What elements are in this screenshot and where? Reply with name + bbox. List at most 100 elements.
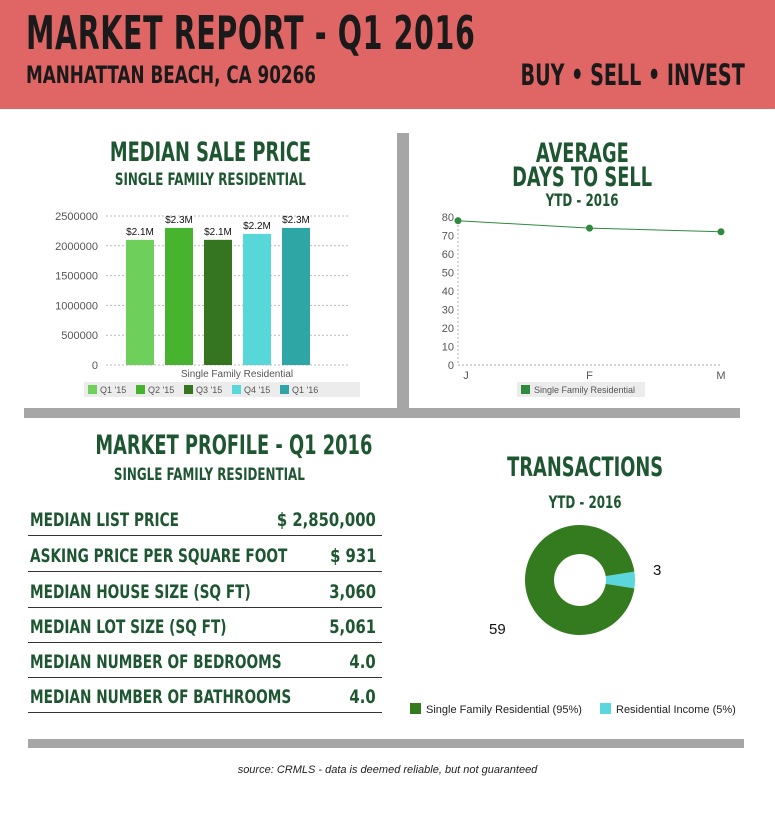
- divider-bottom: [28, 739, 744, 748]
- line-point: [717, 228, 725, 236]
- legend-label: Q1 '16: [292, 385, 318, 395]
- bar-data-label: $2.1M: [126, 227, 154, 238]
- line-y-tick-label: 50: [442, 268, 454, 280]
- line-y-tick-label: 70: [442, 231, 454, 243]
- profile-row-label: MEDIAN NUMBER OF BATHROOMS: [30, 686, 292, 708]
- profile-row-value: $ 931: [329, 545, 376, 567]
- profile-row: MEDIAN HOUSE SIZE (SQ FT) 3,060: [28, 573, 382, 608]
- donut-label: 3: [653, 562, 661, 579]
- bar-data-label: $2.3M: [282, 215, 310, 226]
- legend-swatch: [232, 385, 241, 394]
- bar-legend-box: [84, 382, 360, 397]
- bar-data-label: $2.3M: [165, 215, 193, 226]
- legend-swatch: [521, 385, 530, 394]
- days-subheading: YTD - 2016: [420, 191, 745, 211]
- profile-row-value: 4.0: [349, 686, 376, 708]
- divider-vertical: [397, 133, 409, 410]
- source-note: source: CRMLS - data is deemed reliable,…: [237, 764, 538, 776]
- legend-swatch: [410, 703, 421, 714]
- bar-y-tick-label: 1500000: [55, 271, 98, 283]
- bar: [282, 227, 310, 365]
- legend-label: Single Family Residential (95%): [426, 704, 582, 716]
- days-heading-2: DAYS TO SELL: [420, 162, 745, 193]
- bar-y-tick-label: 500000: [61, 330, 98, 342]
- sale-price-subtitle: SINGLE FAMILY RESIDENTIAL: [114, 170, 306, 190]
- line-y-tick-label: 40: [442, 286, 454, 298]
- bar: [165, 227, 193, 365]
- line-legend-box: [517, 382, 645, 397]
- days-title-line1: AVERAGE: [536, 138, 629, 169]
- bar-x-axis-label: Single Family Residential: [181, 369, 293, 380]
- profile-row-value: $ 2,850,000: [277, 509, 376, 531]
- profile-row-label: MEDIAN NUMBER OF BEDROOMS: [30, 651, 282, 673]
- profile-row: MEDIAN LOT SIZE (SQ FT) 5,061: [28, 608, 382, 643]
- sale-price-heading: MEDIAN SALE PRICE: [40, 137, 380, 168]
- bar: [204, 239, 232, 365]
- line-point: [586, 224, 593, 232]
- legend-label: Single Family Residential: [534, 385, 635, 395]
- bar-y-tick-label: 2500000: [55, 211, 98, 223]
- line-y-tick-label: 80: [442, 212, 454, 224]
- donut-label: 59: [489, 621, 506, 638]
- transactions-subheading: YTD - 2016: [420, 493, 750, 513]
- report-location: MANHATTAN BEACH, CA 90266: [26, 61, 316, 89]
- profile-row-value: 5,061: [329, 616, 376, 638]
- profile-row: MEDIAN LIST PRICE $ 2,850,000: [28, 501, 382, 536]
- line-y-tick-label: 30: [442, 305, 454, 317]
- transactions-subtitle: YTD - 2016: [548, 493, 622, 513]
- profile-heading: MARKET PROFILE - Q1 2016: [24, 430, 394, 461]
- header-banner: MARKET REPORT - Q1 2016 MANHATTAN BEACH,…: [0, 0, 775, 109]
- legend-swatch: [280, 385, 289, 394]
- line-x-tick-label: F: [586, 370, 593, 382]
- bar-y-tick-label: 1000000: [55, 300, 98, 312]
- transactions-heading: TRANSACTIONS: [420, 452, 750, 483]
- report-tagline: BUY • SELL • INVEST: [520, 58, 745, 92]
- profile-row-label: MEDIAN HOUSE SIZE (SQ FT): [30, 581, 251, 603]
- days-title-line2: DAYS TO SELL: [512, 162, 653, 193]
- profile-row: MEDIAN NUMBER OF BATHROOMS 4.0: [28, 678, 382, 713]
- legend-label: Q3 '15: [196, 385, 222, 395]
- profile-subtitle: SINGLE FAMILY RESIDENTIAL: [113, 465, 305, 485]
- legend-swatch: [184, 385, 193, 394]
- profile-row-label: MEDIAN LOT SIZE (SQ FT): [30, 616, 227, 638]
- line-y-tick-label: 60: [442, 249, 454, 261]
- profile-row-label: ASKING PRICE PER SQUARE FOOT: [30, 545, 288, 567]
- line-point: [454, 217, 462, 225]
- legend-swatch: [136, 385, 145, 394]
- line-x-tick-label: J: [463, 370, 469, 382]
- days-heading: AVERAGE: [420, 138, 745, 169]
- bar-data-label: $2.1M: [204, 227, 232, 238]
- profile-row-value: 3,060: [329, 581, 376, 603]
- bar-data-label: $2.2M: [243, 221, 271, 232]
- donut-slice: [605, 571, 635, 589]
- bar-y-tick-label: 0: [92, 360, 98, 372]
- legend-swatch: [88, 385, 97, 394]
- transactions-title: TRANSACTIONS: [507, 452, 663, 483]
- legend-swatch: [600, 703, 611, 714]
- line-y-tick-label: 0: [448, 360, 454, 372]
- legend-label: Residential Income (5%): [616, 704, 736, 716]
- donut-slice: [525, 525, 635, 635]
- days-to-sell-chart: 80 70 60 50 40 30 20 10 0J F M Single Family Reside…: [442, 212, 726, 397]
- report-title: MARKET REPORT - Q1 2016: [26, 6, 476, 60]
- divider-mid: [24, 408, 740, 418]
- profile-row-label: MEDIAN LIST PRICE: [30, 509, 179, 531]
- line-y-tick-label: 20: [442, 323, 454, 335]
- bar: [126, 239, 154, 365]
- legend-label: Q2 '15: [148, 385, 174, 395]
- bar: [243, 233, 271, 365]
- profile-subheading: SINGLE FAMILY RESIDENTIAL: [24, 465, 394, 485]
- legend-label: Q4 '15: [244, 385, 270, 395]
- transactions-donut-chart: 3 59 Single Family Residential (95%) Reside…: [410, 525, 736, 716]
- days-subtitle: YTD - 2016: [546, 191, 619, 211]
- line-x-tick-label: M: [716, 370, 725, 382]
- sale-price-subheading: SINGLE FAMILY RESIDENTIAL: [40, 170, 380, 190]
- profile-row-value: 4.0: [349, 651, 376, 673]
- legend-label: Q1 '15: [100, 385, 126, 395]
- line-y-tick-label: 10: [442, 342, 454, 354]
- median-sale-price-chart: 2500000 2000000 1500000 1000000 500000 0 $2.1M…: [55, 211, 360, 397]
- profile-title: MARKET PROFILE - Q1 2016: [95, 430, 373, 461]
- profile-row: ASKING PRICE PER SQUARE FOOT $ 931: [28, 537, 382, 572]
- sale-price-title: MEDIAN SALE PRICE: [109, 137, 311, 168]
- profile-row: MEDIAN NUMBER OF BEDROOMS 4.0: [28, 643, 382, 678]
